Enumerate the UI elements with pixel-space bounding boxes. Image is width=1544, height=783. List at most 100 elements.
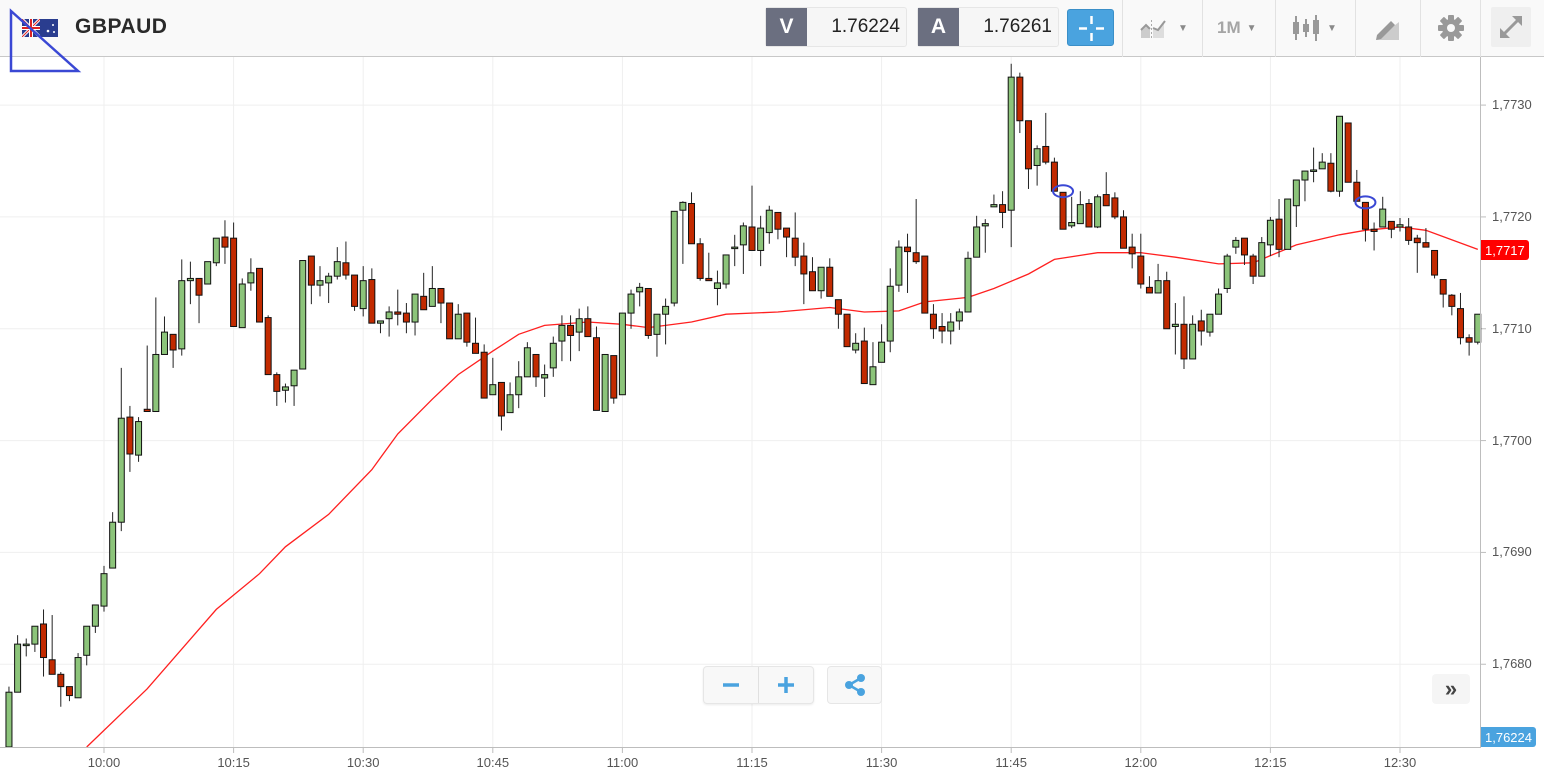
candle [783, 227, 791, 258]
settings-button[interactable] [1436, 10, 1466, 46]
candle [739, 222, 747, 274]
candle-body-down [1145, 286, 1153, 294]
candle-body-down [221, 236, 229, 248]
candle-body-up [765, 209, 773, 234]
candle-body-up [117, 417, 125, 523]
triangle-drawing[interactable] [9, 8, 82, 73]
fullscreen-button[interactable] [1491, 7, 1531, 47]
share-button[interactable] [827, 666, 882, 704]
x-tick-label: 10:00 [87, 755, 121, 770]
candle [290, 369, 298, 406]
candle [1111, 192, 1119, 220]
candle-body-down [497, 381, 505, 417]
scroll-to-latest-button[interactable]: » [1432, 674, 1470, 704]
candle [1215, 288, 1223, 315]
candle-body-up [100, 573, 108, 607]
candle-body-down [1102, 194, 1110, 207]
candle-body-down [1413, 237, 1421, 244]
chart-type-button[interactable]: ▼ [1140, 10, 1188, 46]
candle [480, 344, 488, 399]
chevron-down-icon: ▼ [1246, 22, 1257, 34]
ellipse-marker[interactable] [1052, 184, 1075, 199]
candle [791, 212, 799, 267]
candle-body-down [1120, 216, 1128, 249]
candle [204, 261, 212, 285]
ellipse-marker[interactable] [1354, 195, 1377, 210]
candle-body-down [610, 355, 618, 399]
candle [143, 345, 151, 413]
candle-body-up [411, 293, 419, 323]
candle [1336, 115, 1344, 197]
candle-body-up [74, 657, 82, 699]
candle-body-up [109, 521, 117, 569]
candle [938, 313, 946, 344]
candle [40, 609, 48, 677]
candle [402, 303, 410, 334]
candle-body-up [1396, 224, 1404, 228]
double-chevron-right-icon: » [1444, 676, 1458, 701]
candle [679, 201, 687, 264]
candle [281, 383, 289, 403]
drawing-tools-button[interactable] [1373, 10, 1401, 46]
candle-body-up [739, 225, 747, 246]
zoom-in-button[interactable] [758, 667, 813, 703]
candle [230, 222, 238, 328]
candle-body-up [160, 331, 168, 355]
candle-body-down [463, 312, 471, 343]
candle-body-down [1111, 197, 1119, 218]
candle-body-up [5, 691, 13, 748]
candle-body-up [1232, 239, 1240, 248]
candle-body-up [290, 369, 298, 387]
candle [644, 287, 652, 339]
candle [316, 266, 324, 297]
zoom-controls [703, 666, 814, 704]
candle [48, 615, 56, 675]
candle-body-down [472, 342, 480, 354]
candle-body-up [575, 318, 583, 333]
candle-body-up [506, 394, 514, 414]
candle [1050, 157, 1058, 192]
candle [592, 326, 600, 411]
timeframe-dropdown[interactable]: 1M ▼ [1217, 10, 1257, 46]
candle [1275, 199, 1283, 258]
y-tick-label: 1,7710 [1492, 320, 1532, 336]
share-icon [844, 674, 865, 696]
candle [523, 342, 531, 378]
candle-body-down [696, 243, 704, 279]
candle-body-down [1050, 161, 1058, 192]
annotations [9, 8, 1377, 210]
candle [705, 252, 713, 282]
divider [1420, 0, 1421, 57]
bid-price-button[interactable]: V 1.76224 [765, 7, 907, 47]
candle [1145, 276, 1153, 294]
candle [515, 361, 523, 409]
divider [1122, 0, 1123, 57]
candle [109, 512, 117, 569]
candle-body-up [895, 246, 903, 286]
candle-body-down [368, 279, 376, 324]
candle [575, 308, 583, 352]
candle [186, 261, 194, 305]
candle-style-button[interactable]: ▼ [1291, 10, 1337, 46]
candle-body-down [1197, 320, 1205, 332]
candle-body-down [843, 313, 851, 348]
candle-body-down [808, 271, 816, 292]
ask-price-button[interactable]: A 1.76261 [917, 7, 1059, 47]
candle-body-up [523, 347, 531, 378]
candle-body-up [713, 282, 721, 289]
candle-body-down [1448, 294, 1456, 307]
candle [411, 293, 419, 336]
candle [981, 219, 989, 253]
candle [169, 333, 177, 368]
candle-body-up [852, 342, 860, 351]
candle [1370, 222, 1378, 251]
zoom-out-button[interactable] [704, 667, 758, 703]
candle-body-up [489, 384, 497, 396]
candle-body-down [1024, 120, 1032, 170]
candle-body-up [247, 272, 255, 284]
x-axis [0, 747, 1481, 748]
crosshair-button[interactable] [1067, 9, 1114, 46]
candle [57, 672, 65, 707]
candle [1405, 218, 1413, 245]
